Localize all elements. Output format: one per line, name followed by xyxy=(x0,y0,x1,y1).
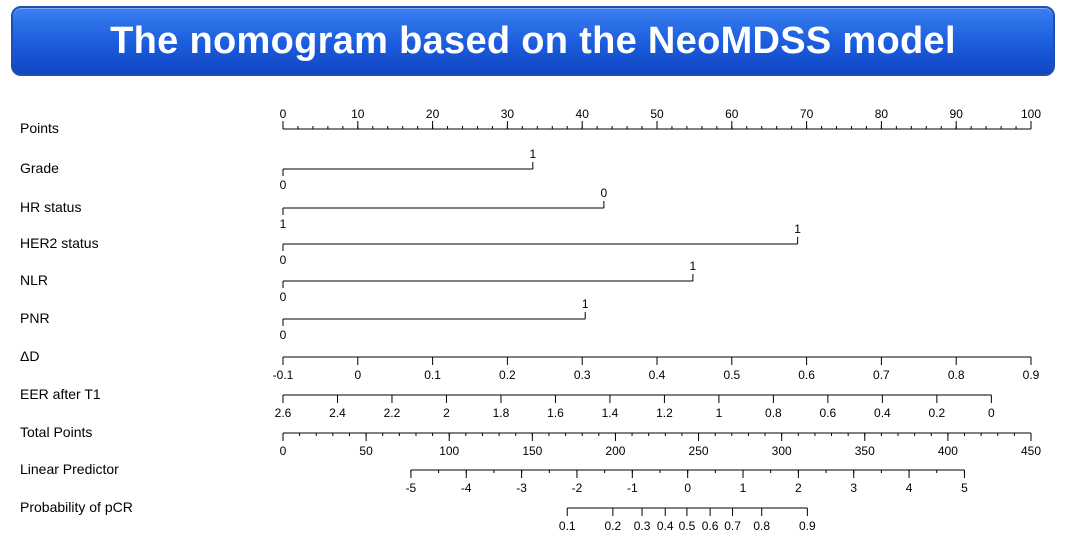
tick-label-linear-predictor: 0 xyxy=(684,481,691,495)
tick-label-eer-after-t1: 0.2 xyxy=(929,406,946,420)
tick-label-pnr: 1 xyxy=(582,297,589,311)
tick-label-probability-of-pcr: 0.4 xyxy=(657,519,674,533)
tick-label-her2-status: 1 xyxy=(794,222,801,236)
tick-label-d: 0.6 xyxy=(798,368,815,382)
tick-label-linear-predictor: -2 xyxy=(572,481,583,495)
tick-label-points: 70 xyxy=(800,107,814,121)
tick-label-points: 60 xyxy=(725,107,739,121)
tick-label-total-points: 100 xyxy=(439,444,459,458)
tick-label-linear-predictor: 4 xyxy=(906,481,913,495)
row-label-pnr: PNR xyxy=(20,310,50,326)
row-label-points: Points xyxy=(20,120,59,136)
tick-label-d: 0.2 xyxy=(499,368,516,382)
tick-label-grade: 0 xyxy=(280,178,287,192)
tick-label-points: 40 xyxy=(576,107,590,121)
tick-label-probability-of-pcr: 0.9 xyxy=(799,519,816,533)
tick-label-total-points: 200 xyxy=(605,444,625,458)
tick-label-probability-of-pcr: 0.3 xyxy=(634,519,651,533)
tick-label-points: 20 xyxy=(426,107,440,121)
tick-label-eer-after-t1: 1.6 xyxy=(547,406,564,420)
tick-label-d: -0.1 xyxy=(273,368,294,382)
row-label-nlr: NLR xyxy=(20,272,48,288)
row-label-her2-status: HER2 status xyxy=(20,235,99,251)
tick-label-total-points: 400 xyxy=(938,444,958,458)
tick-label-points: 0 xyxy=(280,107,287,121)
tick-label-eer-after-t1: 2.2 xyxy=(384,406,401,420)
tick-label-linear-predictor: 2 xyxy=(795,481,802,495)
row-label-eer-after-t1: EER after T1 xyxy=(20,386,101,402)
tick-label-d: 0.3 xyxy=(574,368,591,382)
tick-label-eer-after-t1: 2 xyxy=(443,406,450,420)
tick-label-total-points: 450 xyxy=(1021,444,1041,458)
tick-label-points: 100 xyxy=(1021,107,1041,121)
row-label-linear-predictor: Linear Predictor xyxy=(20,461,119,477)
title-banner: The nomogram based on the NeoMDSS model xyxy=(11,6,1055,76)
tick-label-eer-after-t1: 0.4 xyxy=(874,406,891,420)
tick-label-eer-after-t1: 0.6 xyxy=(820,406,837,420)
tick-label-linear-predictor: 5 xyxy=(961,481,968,495)
tick-label-eer-after-t1: 1.2 xyxy=(656,406,673,420)
tick-label-probability-of-pcr: 0.2 xyxy=(605,519,622,533)
tick-label-total-points: 250 xyxy=(689,444,709,458)
tick-label-d: 0.1 xyxy=(424,368,441,382)
tick-label-total-points: 150 xyxy=(522,444,542,458)
tick-label-linear-predictor: -3 xyxy=(516,481,527,495)
tick-label-linear-predictor: -5 xyxy=(406,481,417,495)
tick-label-eer-after-t1: 0.8 xyxy=(765,406,782,420)
tick-label-hr-status: 1 xyxy=(280,217,287,231)
tick-label-d: 0.8 xyxy=(948,368,965,382)
tick-label-points: 50 xyxy=(650,107,664,121)
tick-label-grade: 1 xyxy=(529,147,536,161)
tick-label-d: 0.4 xyxy=(649,368,666,382)
tick-label-eer-after-t1: 0 xyxy=(988,406,995,420)
tick-label-probability-of-pcr: 0.1 xyxy=(559,519,576,533)
tick-label-d: 0.5 xyxy=(723,368,740,382)
row-label-hr-status: HR status xyxy=(20,199,81,215)
tick-label-total-points: 350 xyxy=(855,444,875,458)
tick-label-eer-after-t1: 1 xyxy=(716,406,723,420)
tick-label-eer-after-t1: 1.8 xyxy=(493,406,510,420)
tick-label-probability-of-pcr: 0.7 xyxy=(724,519,741,533)
tick-label-points: 30 xyxy=(501,107,515,121)
row-label-total-points: Total Points xyxy=(20,424,92,440)
tick-label-hr-status: 0 xyxy=(601,186,608,200)
tick-label-probability-of-pcr: 0.8 xyxy=(753,519,770,533)
row-label-d: ΔD xyxy=(20,348,39,364)
row-label-grade: Grade xyxy=(20,160,59,176)
tick-label-d: 0 xyxy=(354,368,361,382)
tick-label-eer-after-t1: 1.4 xyxy=(602,406,619,420)
tick-label-points: 10 xyxy=(351,107,365,121)
tick-label-probability-of-pcr: 0.6 xyxy=(702,519,719,533)
tick-label-her2-status: 0 xyxy=(280,253,287,267)
tick-label-pnr: 0 xyxy=(280,328,287,342)
tick-label-total-points: 300 xyxy=(772,444,792,458)
row-label-probability-of-pcr: Probability of pCR xyxy=(20,499,133,515)
tick-label-nlr: 0 xyxy=(280,290,287,304)
tick-label-eer-after-t1: 2.6 xyxy=(275,406,292,420)
tick-label-points: 90 xyxy=(950,107,964,121)
tick-label-points: 80 xyxy=(875,107,889,121)
page-title: The nomogram based on the NeoMDSS model xyxy=(110,20,956,62)
tick-label-linear-predictor: 3 xyxy=(850,481,857,495)
tick-label-nlr: 1 xyxy=(690,259,697,273)
tick-label-probability-of-pcr: 0.5 xyxy=(679,519,696,533)
tick-label-eer-after-t1: 2.4 xyxy=(329,406,346,420)
tick-label-linear-predictor: 1 xyxy=(740,481,747,495)
tick-label-linear-predictor: -1 xyxy=(627,481,638,495)
tick-label-d: 0.7 xyxy=(873,368,890,382)
tick-label-d: 0.9 xyxy=(1023,368,1040,382)
tick-label-total-points: 50 xyxy=(359,444,373,458)
tick-label-total-points: 0 xyxy=(280,444,287,458)
tick-label-linear-predictor: -4 xyxy=(461,481,472,495)
